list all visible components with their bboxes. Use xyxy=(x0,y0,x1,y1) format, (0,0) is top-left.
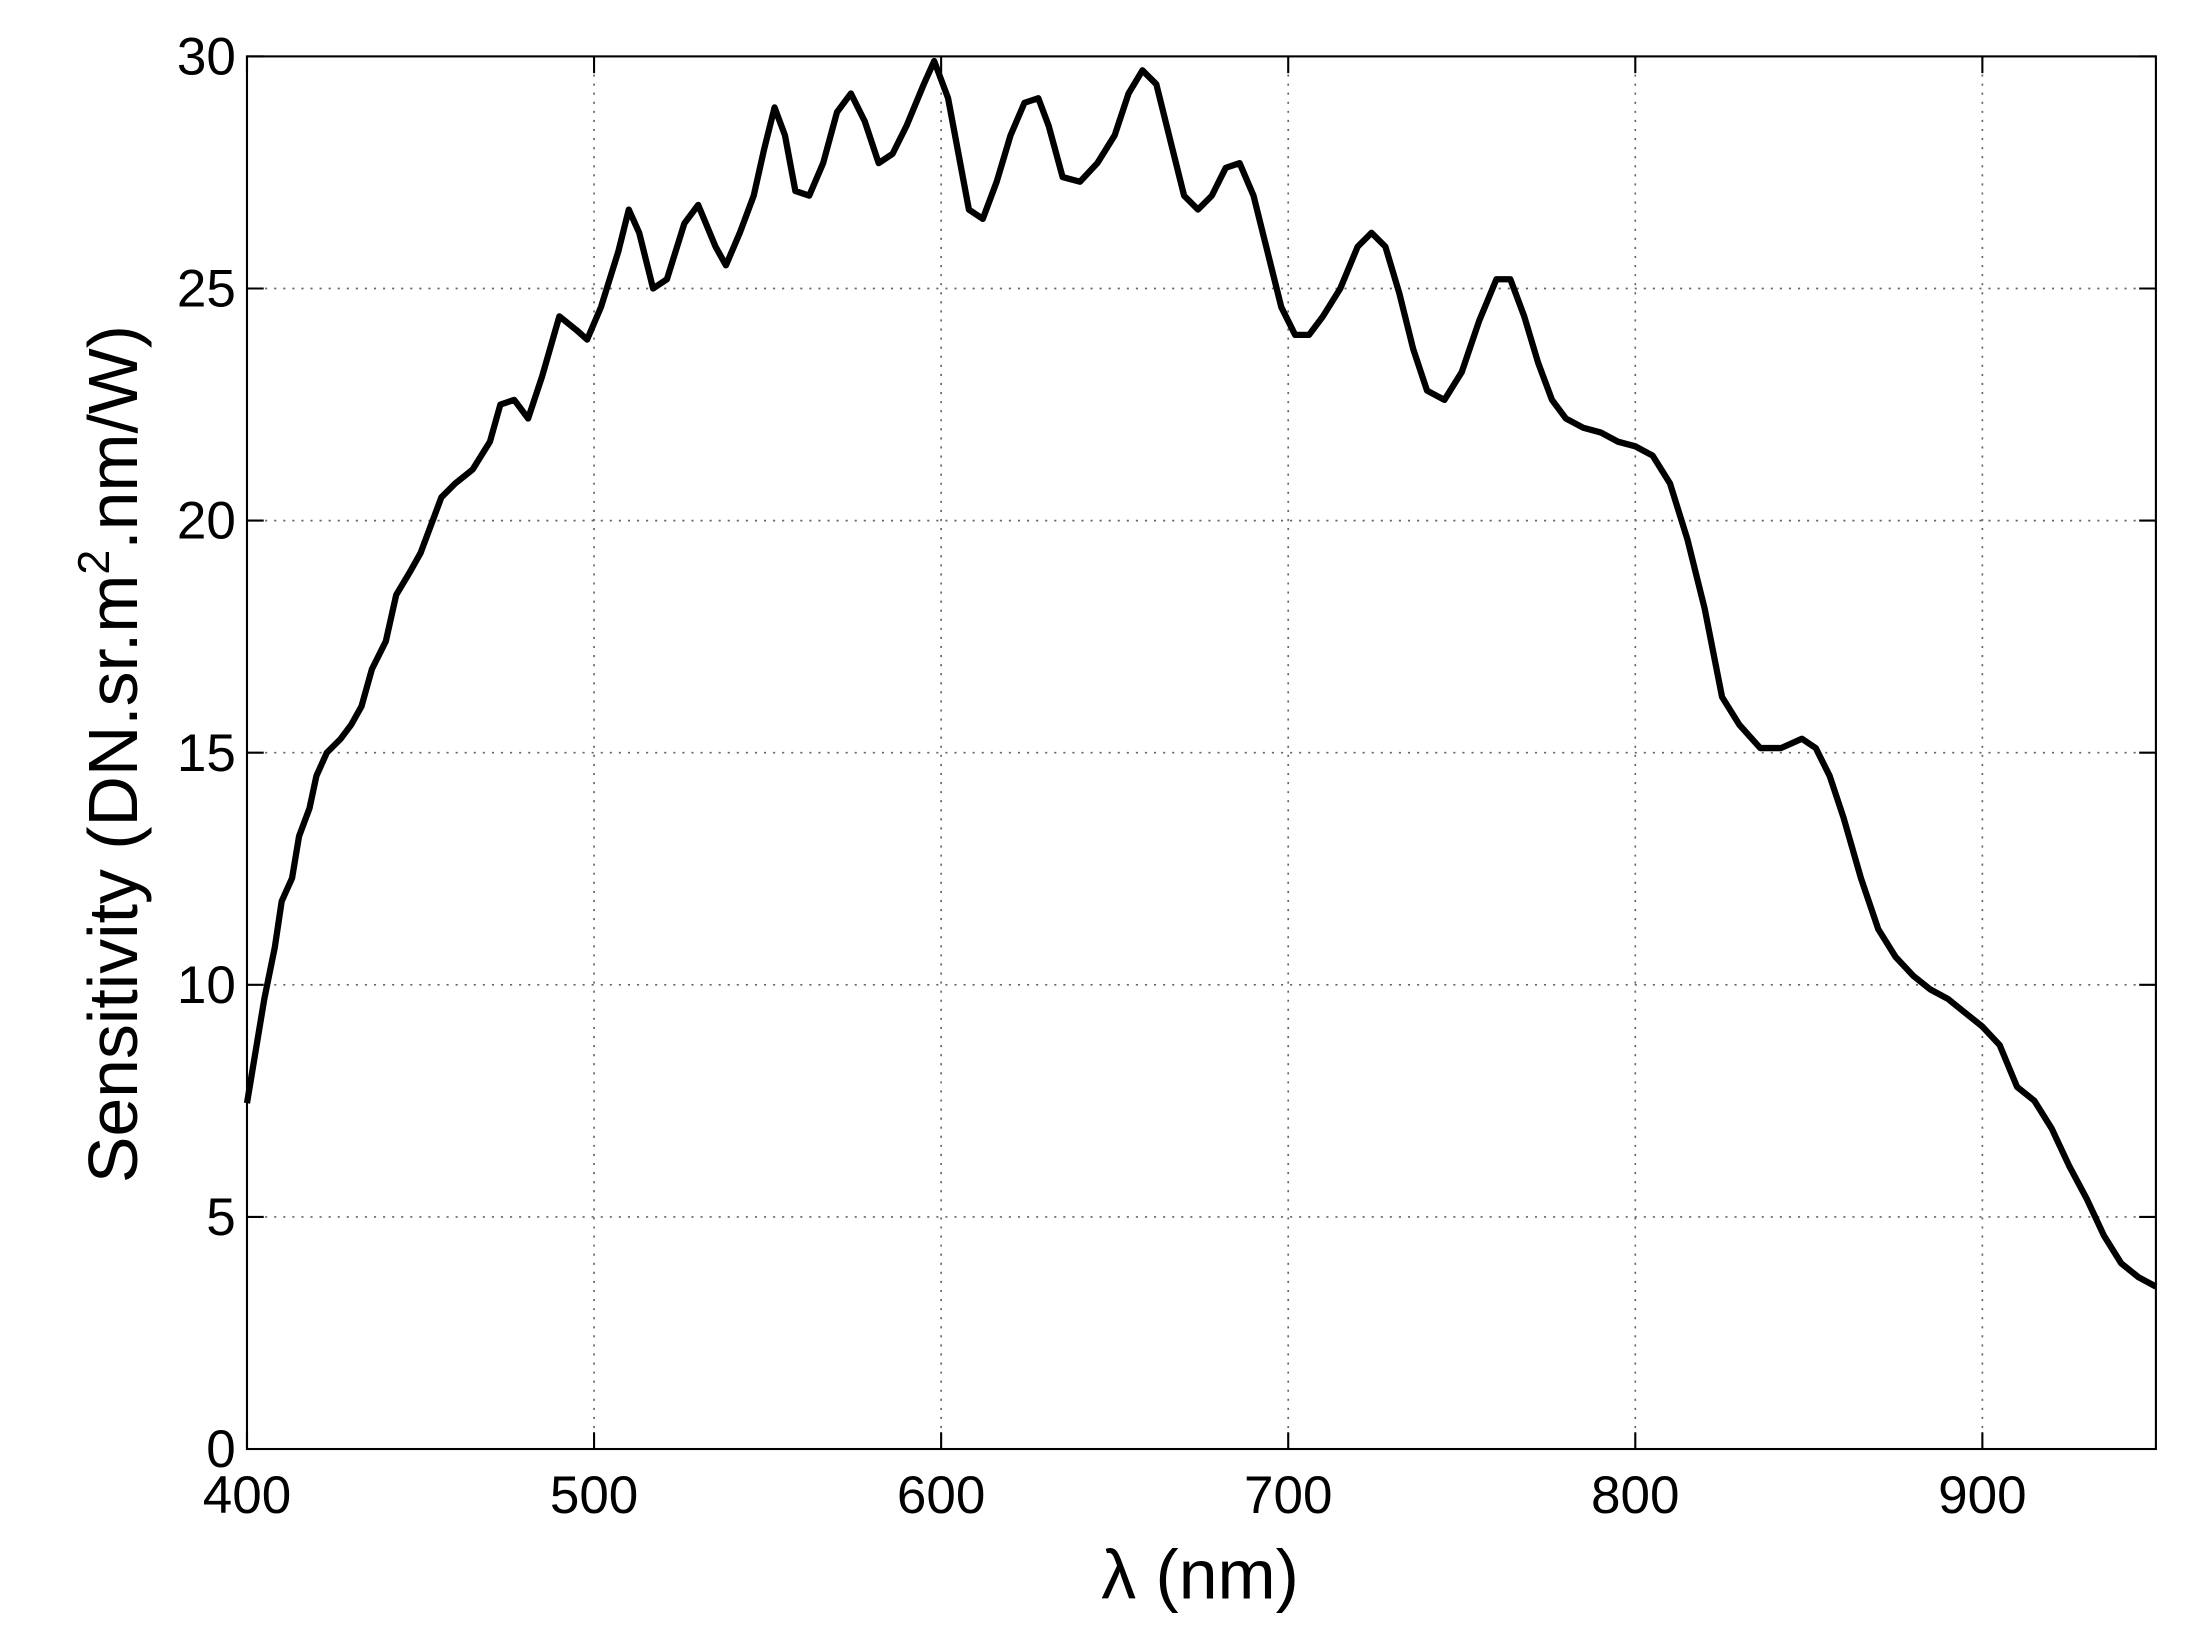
y-tick-label: 25 xyxy=(177,260,236,319)
y-tick-label: 15 xyxy=(177,724,236,783)
x-tick-label: 500 xyxy=(550,1466,638,1525)
y-axis-label-part: Sensitivity (DN.sr.m xyxy=(74,575,152,1184)
y-axis-label-part: .nm/W) xyxy=(74,325,152,550)
y-tick-label: 20 xyxy=(177,492,236,551)
x-tick-label: 800 xyxy=(1591,1466,1679,1525)
x-tick-label: 900 xyxy=(1938,1466,2026,1525)
y-tick-label: 0 xyxy=(206,1420,236,1479)
y-axis-label: Sensitivity (DN.sr.m2.nm/W) xyxy=(70,325,152,1183)
y-tick-label: 30 xyxy=(177,28,236,87)
x-axis-label: λ (nm) xyxy=(1101,1535,1299,1613)
plot-frame xyxy=(245,55,2157,1451)
x-tick-label: 400 xyxy=(203,1466,291,1525)
x-tick-label: 700 xyxy=(1244,1466,1332,1525)
data-line xyxy=(243,57,2158,1290)
y-tick-label: 10 xyxy=(177,956,236,1015)
x-tick-label: 600 xyxy=(897,1466,985,1525)
y-axis-label-superscript: 2 xyxy=(70,550,119,575)
y-tick-label: 5 xyxy=(206,1188,236,1247)
